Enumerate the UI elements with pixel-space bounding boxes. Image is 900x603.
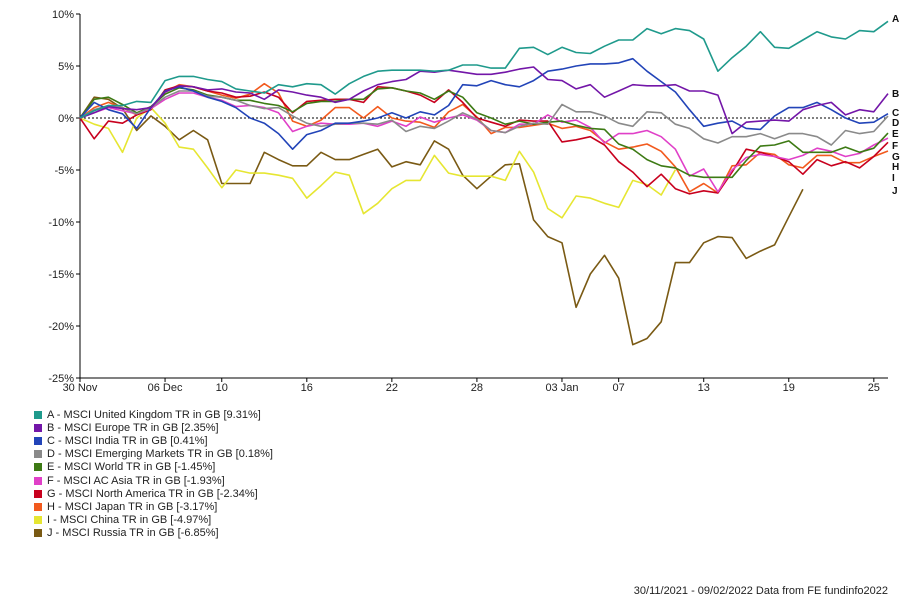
legend-label: I - MSCI China TR in GB [-4.97%] bbox=[47, 514, 212, 527]
series-end-label-e: E bbox=[892, 129, 899, 140]
series-end-label-a: A bbox=[892, 14, 899, 25]
legend-swatch bbox=[34, 450, 42, 459]
y-tick-label: -10% bbox=[48, 217, 74, 229]
series-end-label-c: C bbox=[892, 108, 899, 119]
legend-item-h: H - MSCI Japan TR in GB [-3.17%] bbox=[34, 500, 554, 513]
legend-label: H - MSCI Japan TR in GB [-3.17%] bbox=[47, 500, 218, 513]
legend-label: G - MSCI North America TR in GB [-2.34%] bbox=[47, 487, 258, 500]
legend-item-i: I - MSCI China TR in GB [-4.97%] bbox=[34, 514, 554, 527]
y-tick-label: -15% bbox=[48, 269, 74, 281]
series-line-d bbox=[79, 90, 889, 146]
y-tick-label: -25% bbox=[48, 373, 74, 385]
legend-label: D - MSCI Emerging Markets TR in GB [0.18… bbox=[47, 448, 273, 461]
legend-swatch bbox=[34, 476, 42, 485]
x-tick-label: 13 bbox=[698, 382, 710, 394]
legend-item-f: F - MSCI AC Asia TR in GB [-1.93%] bbox=[34, 474, 554, 487]
series-line-e bbox=[79, 87, 889, 179]
x-tick-label: 16 bbox=[301, 382, 313, 394]
legend-swatch bbox=[34, 410, 42, 419]
series-end-label-g: G bbox=[892, 152, 900, 163]
series-line-a bbox=[79, 20, 889, 119]
y-tick-label: 5% bbox=[58, 61, 74, 73]
axes: 10% 5% 0% -5% -10% -15% -20% -25%30 Nov 06 Dec 10… bbox=[48, 9, 888, 394]
date-range-footer: 30/11/2021 - 09/02/2022 Data from FE fun… bbox=[633, 585, 888, 597]
legend-swatch bbox=[34, 489, 42, 498]
series-line-g bbox=[79, 85, 889, 195]
x-tick-label: 22 bbox=[386, 382, 398, 394]
x-tick-label: 25 bbox=[868, 382, 880, 394]
legend-swatch bbox=[34, 516, 42, 525]
legend-label: B - MSCI Europe TR in GB [2.35%] bbox=[47, 421, 219, 434]
x-tick-label: 19 bbox=[783, 382, 795, 394]
legend-swatch bbox=[34, 436, 42, 445]
chart-legend: A - MSCI United Kingdom TR in GB [9.31%]… bbox=[34, 408, 554, 540]
series-lines bbox=[79, 20, 889, 346]
legend-item-g: G - MSCI North America TR in GB [-2.34%] bbox=[34, 487, 554, 500]
legend-label: F - MSCI AC Asia TR in GB [-1.93%] bbox=[47, 474, 225, 487]
series-line-i bbox=[79, 106, 677, 219]
legend-item-a: A - MSCI United Kingdom TR in GB [9.31%] bbox=[34, 408, 554, 421]
series-end-label-d: D bbox=[892, 118, 899, 129]
y-tick-label: 10% bbox=[52, 9, 74, 21]
legend-item-d: D - MSCI Emerging Markets TR in GB [0.18… bbox=[34, 448, 554, 461]
series-line-j bbox=[79, 96, 804, 346]
series-end-label-h: H bbox=[892, 162, 899, 173]
y-tick-label: -20% bbox=[48, 321, 74, 333]
x-tick-label: 03 Jan bbox=[545, 382, 578, 394]
legend-item-e: E - MSCI World TR in GB [-1.45%] bbox=[34, 461, 554, 474]
y-tick-label: 0% bbox=[58, 113, 74, 125]
legend-swatch bbox=[34, 529, 42, 538]
legend-swatch bbox=[34, 463, 42, 472]
x-tick-label: 28 bbox=[471, 382, 483, 394]
x-tick-label: 06 Dec bbox=[148, 382, 183, 394]
legend-item-j: J - MSCI Russia TR in GB [-6.85%] bbox=[34, 527, 554, 540]
series-end-label-j: J bbox=[892, 186, 898, 197]
series-line-c bbox=[79, 57, 889, 150]
legend-swatch bbox=[34, 502, 42, 511]
x-tick-label: 30 Nov bbox=[63, 382, 98, 394]
legend-label: J - MSCI Russia TR in GB [-6.85%] bbox=[47, 527, 219, 540]
series-line-b bbox=[79, 66, 889, 135]
series-end-label-b: B bbox=[892, 89, 899, 100]
x-tick-label: 07 bbox=[613, 382, 625, 394]
legend-label: C - MSCI India TR in GB [0.41%] bbox=[47, 434, 208, 447]
series-end-label-i: I bbox=[892, 173, 895, 184]
legend-swatch bbox=[34, 423, 42, 432]
x-tick-label: 10 bbox=[216, 382, 228, 394]
legend-label: E - MSCI World TR in GB [-1.45%] bbox=[47, 461, 216, 474]
legend-item-c: C - MSCI India TR in GB [0.41%] bbox=[34, 434, 554, 447]
y-tick-label: -5% bbox=[54, 165, 74, 177]
legend-item-b: B - MSCI Europe TR in GB [2.35%] bbox=[34, 421, 554, 434]
series-end-label-f: F bbox=[892, 141, 898, 152]
legend-label: A - MSCI United Kingdom TR in GB [9.31%] bbox=[47, 408, 261, 421]
